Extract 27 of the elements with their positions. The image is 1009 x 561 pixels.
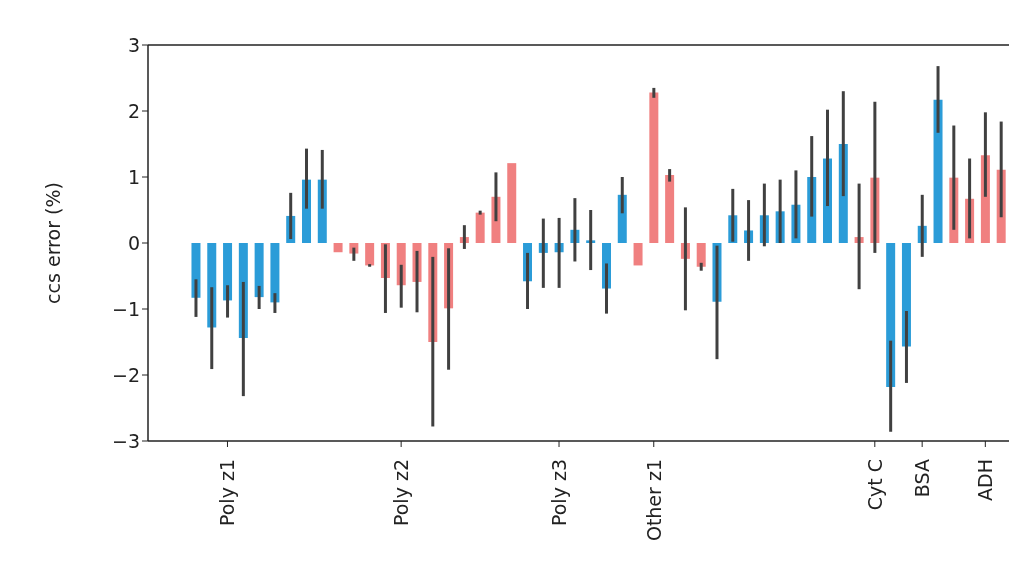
bar bbox=[696, 243, 706, 267]
bar bbox=[365, 243, 375, 266]
bar bbox=[333, 243, 343, 253]
x-tick-label: ADH bbox=[974, 459, 997, 501]
y-tick-label: 0 bbox=[127, 231, 140, 254]
x-tick-label: Other z1 bbox=[642, 459, 665, 542]
x-tick-label: Poly z1 bbox=[216, 459, 239, 527]
y-tick-label: 1 bbox=[127, 165, 140, 188]
bar bbox=[633, 243, 643, 266]
x-tick-label: Cyt C bbox=[863, 459, 886, 511]
bar bbox=[254, 243, 264, 298]
bar bbox=[933, 99, 943, 243]
bar bbox=[270, 243, 280, 303]
bar bbox=[649, 92, 659, 243]
bar bbox=[507, 163, 517, 243]
bar bbox=[475, 212, 485, 243]
y-tick-label: −2 bbox=[111, 363, 140, 386]
x-tick-label: Poly z3 bbox=[548, 459, 571, 527]
bar bbox=[223, 243, 233, 301]
y-tick-label: 3 bbox=[127, 33, 140, 56]
y-tick-label: 2 bbox=[127, 99, 140, 122]
y-axis-title: ccs error (%) bbox=[41, 182, 64, 304]
y-tick-label: −1 bbox=[111, 297, 140, 320]
y-tick-label: −3 bbox=[111, 429, 140, 452]
x-tick-label: BSA bbox=[911, 459, 934, 498]
bar bbox=[665, 175, 675, 243]
x-tick-label: Poly z2 bbox=[390, 459, 413, 527]
